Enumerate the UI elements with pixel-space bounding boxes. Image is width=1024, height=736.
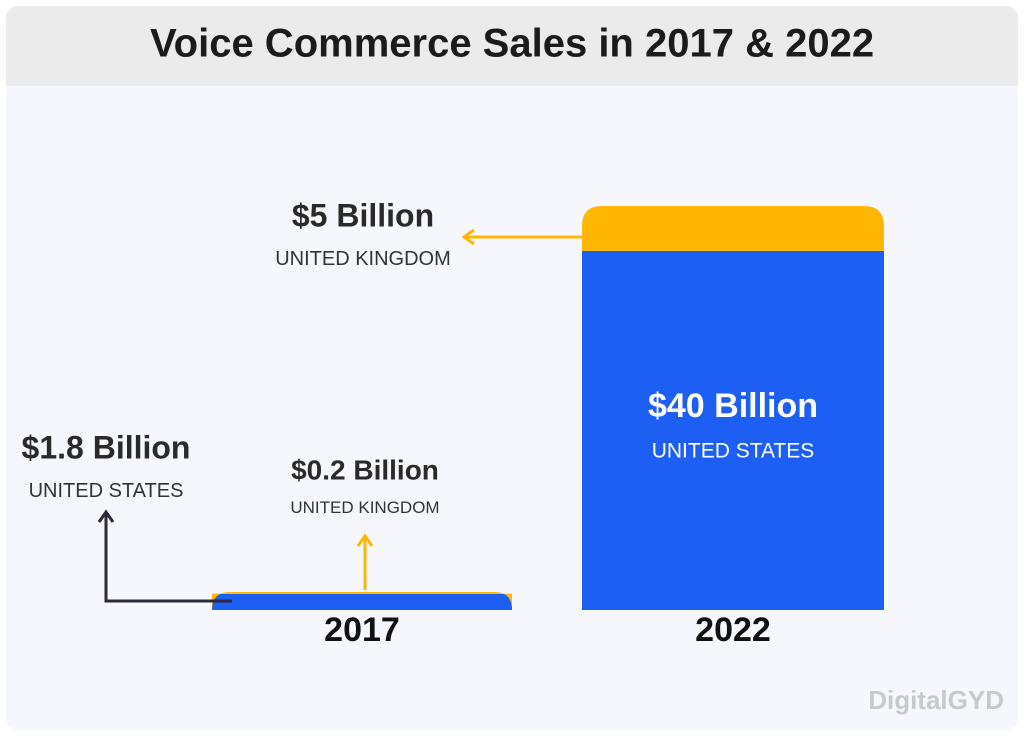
series-label: UNITED KINGDOM: [290, 498, 439, 517]
arrowhead: [356, 533, 374, 547]
series-label: UNITED KINGDOM: [275, 248, 451, 270]
header: [6, 6, 1018, 86]
bar-segment: [212, 593, 512, 610]
value-label: $5 Billion: [292, 197, 434, 233]
x-tick-label: 2017: [324, 611, 400, 649]
value-label: $0.2 Billion: [291, 454, 439, 485]
bar-segment: [582, 250, 884, 610]
x-tick-label: 2022: [695, 611, 771, 649]
watermark: DigitalGYD: [868, 685, 1004, 715]
value-label: $1.8 Billion: [22, 429, 191, 465]
bar-segment: [212, 592, 512, 610]
value-label: $40 Billion: [648, 387, 818, 425]
arrow: [104, 512, 232, 603]
series-label: UNITED STATES: [29, 480, 184, 502]
arrowhead: [461, 228, 475, 246]
chart-title: Voice Commerce Sales in 2017 & 2022: [150, 22, 874, 66]
bar-segment: [582, 206, 884, 251]
series-label: UNITED STATES: [652, 440, 815, 463]
arrowhead: [97, 509, 115, 523]
